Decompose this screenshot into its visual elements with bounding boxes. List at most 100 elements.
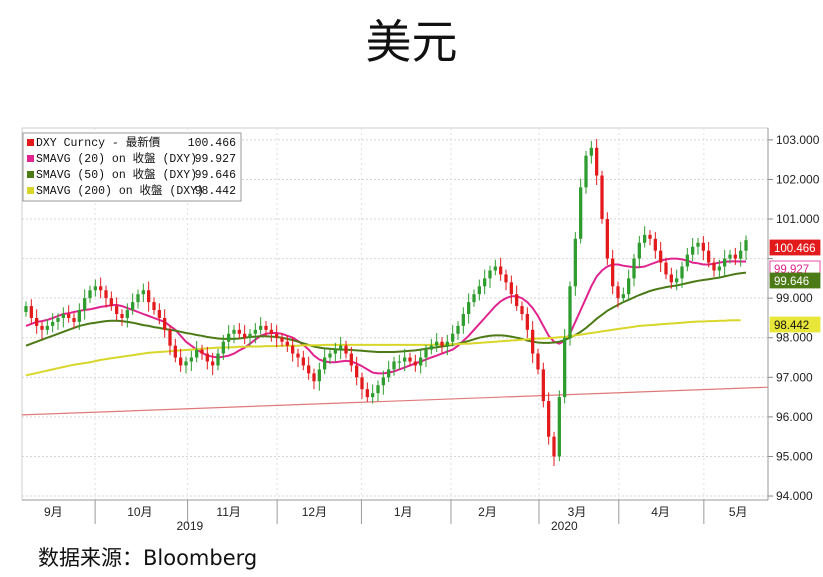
candle-body (611, 258, 615, 287)
candle-body (627, 278, 631, 295)
candle-body (552, 436, 556, 457)
candle-body (691, 246, 695, 255)
candle-body (189, 357, 193, 362)
candle-body (216, 353, 220, 366)
candle-body (24, 306, 28, 313)
candle-body (131, 302, 135, 311)
candle-body (184, 361, 188, 366)
series-line (25, 257, 746, 375)
candle-body (35, 317, 39, 326)
candle-body (563, 337, 567, 398)
candle-body (488, 270, 492, 279)
candle-body (307, 365, 311, 374)
candle-body (221, 341, 225, 354)
candle-body (461, 314, 465, 326)
candle-body (637, 242, 641, 259)
candle-body (179, 357, 183, 366)
candle-body (248, 333, 252, 338)
x-tick-label: 2月 (478, 505, 497, 519)
source-note: 数据来源：Bloomberg (38, 546, 258, 570)
candle-body (195, 349, 199, 358)
candle-body (493, 266, 497, 271)
x-tick-label: 11月 (216, 505, 240, 519)
candle-body (531, 329, 535, 354)
candle-body (285, 341, 289, 346)
candle-body (227, 333, 231, 342)
candle-body (579, 187, 583, 239)
candle-body (541, 369, 545, 402)
candle-body (72, 317, 76, 322)
candle-body (456, 325, 460, 334)
y-tick-label: 99.000 (776, 291, 813, 305)
candle-body (365, 389, 369, 398)
candle-body (584, 155, 588, 188)
candle-body (147, 290, 151, 303)
series-lines (21, 257, 769, 416)
x-year-label: 2020 (551, 519, 578, 533)
candle-body (440, 341, 444, 346)
candle-body (403, 357, 407, 362)
candle-body (408, 357, 412, 362)
candle-body (525, 314, 529, 330)
legend-label: SMAVG (20) on 收盤 (DXY) (36, 151, 197, 166)
series-line (25, 271, 747, 353)
candle-body (61, 314, 65, 318)
legend-value: 99.927 (195, 153, 236, 166)
legend-swatch (27, 139, 34, 146)
candle-body (45, 325, 49, 330)
candle-body (467, 302, 471, 314)
candle-body (499, 266, 503, 275)
candle-body (472, 294, 476, 303)
candle-body (168, 329, 172, 346)
candle-body (733, 254, 737, 259)
last-value-tag-text: 98.442 (774, 320, 809, 332)
candle-body (99, 286, 103, 291)
candle-body (339, 345, 343, 350)
candle-body (419, 357, 423, 366)
candle-body (173, 345, 177, 358)
candle-body (88, 290, 92, 299)
x-tick-label: 4月 (651, 505, 670, 519)
candle-body (397, 361, 401, 363)
candle-body (40, 325, 44, 330)
series-line (21, 386, 769, 416)
y-tick-label: 94.000 (776, 489, 813, 503)
candle-body (381, 377, 385, 386)
legend-swatch (27, 155, 34, 162)
legend-swatch (27, 187, 34, 194)
candle-body (573, 238, 577, 287)
candle-body (387, 369, 391, 378)
candle-body (56, 317, 60, 322)
candle-body (424, 349, 428, 358)
candle-body (435, 341, 439, 346)
candle-body (125, 310, 129, 318)
candle-body (296, 353, 300, 358)
candle-body (237, 329, 241, 334)
candle-body (371, 393, 375, 398)
candle-body (605, 219, 609, 259)
candle-body (515, 294, 519, 307)
candle-body (739, 250, 743, 259)
candle-body (200, 349, 204, 354)
candle-body (344, 345, 348, 354)
x-axis: 9月 10月 11月 12月 1月 2月 3月 4月 5月 2019 2020 (22, 499, 768, 533)
legend-label: SMAVG (50) on 收盤 (DXY) (36, 167, 197, 182)
candle-body (104, 290, 108, 299)
candle-body (259, 325, 263, 330)
candle-body (664, 262, 668, 275)
candle-body (349, 353, 353, 366)
y-tick-label: 103.000 (776, 133, 820, 147)
last-value-tag-text: 100.466 (774, 243, 816, 255)
x-tick-label: 12月 (302, 505, 327, 519)
candle-body (621, 294, 625, 299)
candle-body (264, 325, 268, 330)
candle-body (280, 337, 284, 342)
candle-body (93, 286, 97, 291)
y-axis: 94.000 95.000 96.000 97.000 98.000 99.000 101.… (767, 128, 820, 503)
candle-body (291, 345, 295, 354)
chart-title: 美元 (365, 15, 458, 69)
candle-body (269, 329, 273, 334)
y-tick-label: 95.000 (776, 449, 813, 463)
y-tick-label: 97.000 (776, 370, 813, 384)
